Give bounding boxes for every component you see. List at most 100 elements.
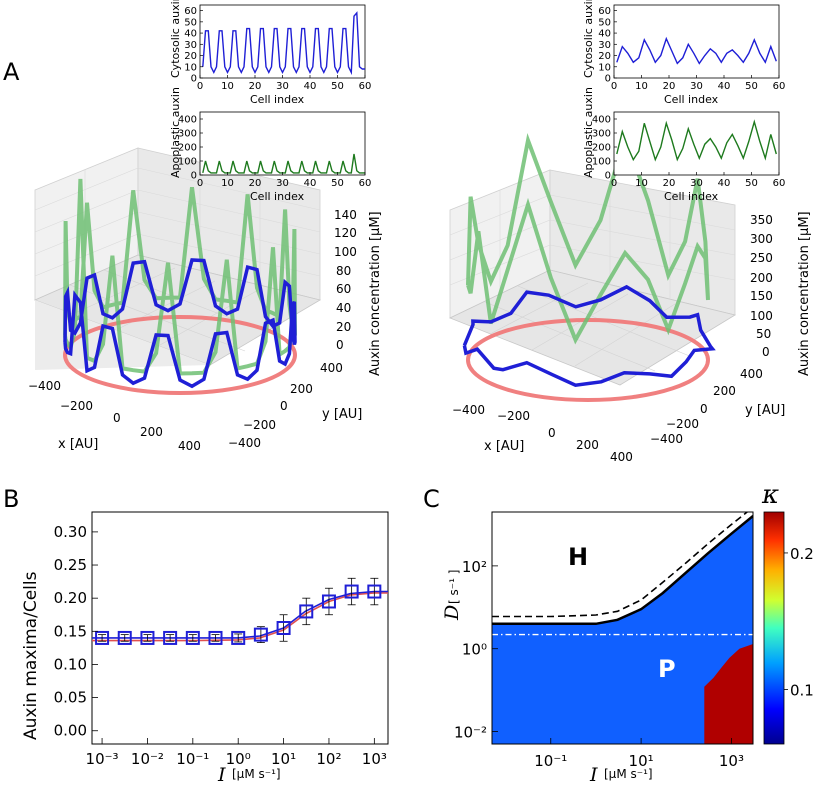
panel-b-x-tick-label: 10¹	[271, 750, 296, 768]
panel-label-a: A	[3, 58, 20, 86]
inset-x-tick-label: 40	[718, 81, 731, 92]
inset-y-tick-label: 30	[598, 40, 611, 51]
x-tick: −200	[60, 399, 93, 413]
panel-b-data-square	[163, 630, 178, 645]
inset-line	[616, 36, 777, 65]
plot3d-right	[449, 130, 737, 402]
inset-y-tick-label: 0	[605, 74, 611, 85]
plot3d-left-x-ticks: −400 −200 0 200 400	[28, 379, 201, 453]
colorbar-label: κ	[761, 480, 779, 510]
inset-y-tick-label: 50	[598, 17, 611, 28]
panel-c-xlabel-symbol: I	[589, 764, 598, 786]
panel-c-y-tick-label: 10⁻²	[454, 724, 487, 742]
y-tick: −400	[650, 432, 683, 446]
panel-c-ylabel-symbol: D	[441, 605, 463, 621]
inset-ylabel: Apoplastic auxin	[582, 87, 595, 178]
heatmap-darkred-region	[704, 644, 753, 744]
colorbar-tick-label: 0.2	[790, 545, 814, 563]
panel-c: 10⁻¹ 10¹ 10³ 10⁻² 10⁰ 10² H P D [ s⁻¹ ] I [μM…	[441, 480, 814, 786]
inset-x-tick-label: 30	[276, 178, 289, 189]
inset-y-tick-label: 100	[178, 157, 197, 168]
inset-x-tick-label: 40	[718, 178, 731, 189]
inset-x-tick-label: 0	[611, 178, 617, 189]
inset-xlabel: Cell index	[250, 190, 305, 203]
inset-xlabel: Cell index	[664, 93, 719, 106]
panel-b-data-square	[299, 604, 314, 619]
inset-y-tick-label: 60	[598, 6, 611, 17]
inset-frame	[613, 4, 780, 79]
inset-x-tick-label: 50	[331, 81, 344, 92]
plot3d-left-y-ticks: 400 200 0 −200 −400	[228, 361, 343, 450]
colorbar	[763, 511, 785, 745]
inset-x-tick-label: 60	[359, 178, 372, 189]
inset-y-tick-label: 400	[178, 115, 197, 126]
x-tick: 400	[178, 439, 201, 453]
z-tick: 80	[336, 264, 351, 278]
plot3d-left-zlabel: Auxin concentration [μM]	[368, 211, 383, 376]
z-tick: 100	[750, 309, 773, 323]
inset-y-tick-label: 0	[191, 171, 197, 182]
inset-ylabel: Cytosolic auxin	[169, 0, 182, 78]
x-tick: −200	[497, 409, 530, 423]
inset-x-tick-label: 0	[611, 81, 617, 92]
inset-x-tick-label: 50	[745, 81, 758, 92]
inset-frame	[613, 111, 780, 176]
inset-ylabel: Apoplastic auxin	[169, 87, 182, 178]
panel-b-data-square	[140, 630, 155, 645]
z-tick: 100	[334, 245, 357, 259]
region-label-h: H	[568, 543, 588, 571]
y-tick: −400	[228, 436, 261, 450]
panel-b-y-tick-label: 0.15	[54, 622, 87, 640]
left-blue-trace	[63, 258, 297, 389]
inset-y-tick-label: 300	[178, 129, 197, 140]
inset-y-tick-label: 40	[598, 29, 611, 40]
heatmap	[492, 512, 753, 744]
plot3d-right-ylabel: y [AU]	[745, 403, 785, 418]
plot3d-left-ylabel: y [AU]	[322, 407, 362, 422]
panel-b-x-tick-label: 10⁻¹	[176, 750, 209, 768]
z-tick: 0	[336, 338, 344, 352]
y-tick: 0	[700, 402, 708, 416]
panel-b-y-tick-label: 0.10	[54, 655, 87, 673]
panel-b-data-square	[231, 630, 246, 645]
inset-y-tick-label: 100	[592, 157, 611, 168]
panel-c-y-tick-label: 10²	[462, 558, 487, 576]
inset-ylabel: Cytosolic auxin	[582, 0, 595, 78]
inset-x-tick-label: 10	[221, 178, 234, 189]
inset-frame	[199, 4, 366, 79]
inset-x-tick-label: 60	[773, 81, 786, 92]
plot3d-left-z-ticks: 140 120 100 80 60 40 20 0	[334, 208, 357, 352]
inset-x-tick-label: 40	[304, 81, 317, 92]
panel-b-y-tick-label: 0.05	[54, 689, 87, 707]
plot3d-right-y-ticks: 400 200 0 −200 −400	[650, 367, 763, 446]
inset-x-tick-label: 10	[221, 81, 234, 92]
y-tick: −200	[666, 417, 699, 431]
inset-x-tick-label: 40	[304, 178, 317, 189]
panel-b: 10⁻³ 10⁻² 10⁻¹ 10⁰ 10¹ 10² 10³ 0.00 0.05 0.10 0.15…	[21, 511, 389, 786]
inset-y-tick-label: 200	[178, 143, 197, 154]
inset-x-tick-label: 30	[690, 178, 703, 189]
z-tick: 50	[756, 327, 771, 341]
panel-c-x-tick-label: 10¹	[629, 752, 654, 770]
inset-xlabel: Cell index	[664, 190, 719, 203]
y-tick: 200	[713, 384, 736, 398]
y-tick: −200	[243, 418, 276, 432]
panel-b-data-square	[276, 621, 291, 635]
x-tick: 0	[113, 411, 121, 425]
panel-b-x-tick-label: 10⁰	[226, 750, 251, 768]
panel-c-xlabel-unit: [μM s⁻¹]	[604, 767, 653, 781]
panel-b-x-tick-label: 10⁻²	[131, 750, 164, 768]
z-tick: 40	[336, 301, 351, 315]
panel-c-frame	[491, 511, 754, 745]
panel-b-y-tick-label: 0.30	[54, 523, 87, 541]
plot3d-left	[33, 147, 322, 395]
panel-b-x-tick-label: 10³	[362, 750, 387, 768]
inset-x-tick-label: 60	[359, 81, 372, 92]
right-blue-trace	[462, 284, 716, 388]
z-tick: 20	[336, 320, 351, 334]
inset-x-tick-label: 20	[249, 178, 262, 189]
inset-x-tick-label: 50	[331, 178, 344, 189]
inset-y-tick-label: 10	[598, 62, 611, 73]
